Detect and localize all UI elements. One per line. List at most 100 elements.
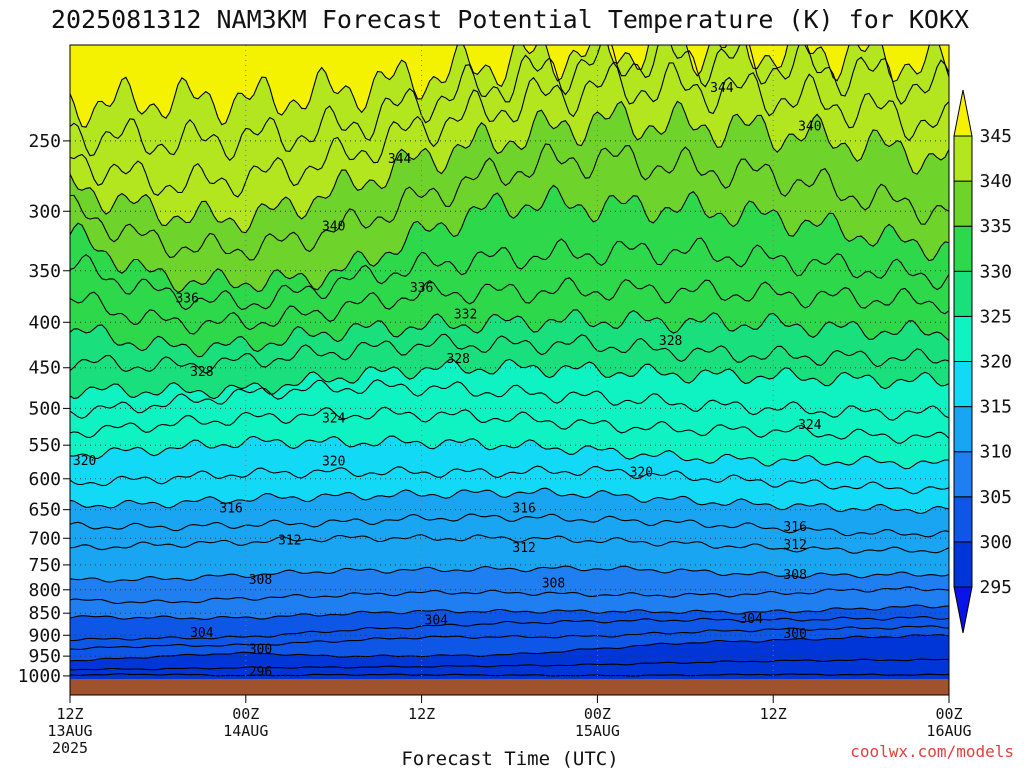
pressure-axis: 2503003504004505005506006507007508008509… — [18, 131, 70, 687]
contour-label: 320 — [73, 454, 96, 469]
colorbar-label: 325 — [979, 306, 1012, 327]
colorbar-swatch-330 — [953, 225, 973, 272]
x-tick-date: 13AUG — [47, 722, 92, 740]
contour-label: 328 — [446, 352, 469, 367]
contour-label: 328 — [190, 365, 213, 380]
isentrope-338 — [70, 143, 949, 261]
isentrope-314 — [70, 513, 949, 538]
contour-label: 344 — [710, 81, 734, 96]
contour-label: 340 — [798, 120, 821, 135]
isentrope-324 — [70, 379, 949, 421]
potential-temperature-fill-layer — [70, 45, 949, 679]
isentrope-330 — [70, 309, 949, 358]
colorbar-swatch-340 — [953, 135, 973, 182]
isentrope-310 — [70, 565, 949, 583]
contour-label: 312 — [278, 533, 301, 548]
contour-label: 308 — [783, 568, 806, 583]
isentrope-300 — [70, 634, 949, 662]
colorbar-label: 320 — [979, 352, 1012, 373]
y-tick-label: 900 — [28, 625, 61, 646]
colorbar-swatch-300 — [953, 496, 973, 543]
isentrope-306 — [70, 604, 949, 620]
contour-label: 324 — [322, 411, 346, 426]
colorbar-label: 300 — [979, 532, 1012, 553]
contour-label: 304 — [425, 613, 449, 628]
isentrope-336 — [70, 184, 949, 294]
y-tick-label: 800 — [28, 580, 61, 601]
isentrope-contour-layer — [70, 45, 949, 677]
colorbar-swatch-335 — [953, 180, 973, 227]
isentrope-312 — [70, 534, 949, 554]
x-tick-date: 16AUG — [926, 722, 971, 740]
isentrope-334 — [70, 237, 949, 311]
contour-label: 308 — [249, 573, 272, 588]
x-tick-label: 12Z — [408, 705, 435, 723]
x-tick-label: 00Z — [935, 705, 962, 723]
contour-label-layer: 344 344 340 340 336 336 332 328 328 328 324 324 320 3… — [73, 81, 822, 680]
contour-label: 304 — [739, 612, 763, 627]
x-tick-label: 12Z — [760, 705, 787, 723]
contour-label: 312 — [783, 538, 806, 553]
contour-label: 312 — [512, 541, 535, 556]
isentrope-302 — [70, 625, 949, 650]
isentrope-316 — [70, 487, 949, 515]
y-tick-label: 500 — [28, 398, 61, 419]
plot-frame — [69, 44, 950, 696]
contour-label: 336 — [175, 291, 198, 306]
colorbar-label: 340 — [979, 171, 1012, 192]
y-tick-label: 750 — [28, 555, 61, 576]
isentrope-298 — [70, 658, 949, 671]
y-tick-label: 400 — [28, 312, 61, 333]
y-tick-label: 1000 — [18, 666, 61, 687]
contour-label: 320 — [322, 455, 345, 470]
contour-label: 300 — [249, 643, 272, 658]
y-tick-label: 450 — [28, 358, 61, 379]
x-tick-label: 12Z — [56, 705, 83, 723]
chart-title: 2025081312 NAM3KM Forecast Potential Tem… — [51, 5, 969, 34]
y-tick-label: 250 — [28, 131, 61, 152]
isentrope-318 — [70, 465, 949, 495]
colorbar-label: 310 — [979, 442, 1012, 463]
contour-label: 340 — [322, 219, 345, 234]
colorbar-label: 305 — [979, 487, 1012, 508]
isentrope-340 — [70, 100, 949, 234]
x-tick-date: 15AUG — [575, 722, 620, 740]
x-tick-label: 00Z — [232, 705, 259, 723]
y-tick-label: 550 — [28, 435, 61, 456]
isentrope-326 — [70, 358, 949, 400]
isentrope-308 — [70, 586, 949, 605]
ground-surface-bar — [70, 679, 949, 695]
contour-label: 324 — [798, 418, 822, 433]
contour-label: 316 — [512, 501, 535, 516]
isentrope-346 — [70, 45, 949, 128]
colorbar-max-arrow — [953, 89, 973, 137]
contour-label: 332 — [454, 307, 477, 322]
isentrope-320 — [70, 435, 949, 470]
colorbar-label: 330 — [979, 261, 1012, 282]
x-tick-date: 14AUG — [223, 722, 268, 740]
y-tick-label: 950 — [28, 646, 61, 667]
x-axis-title: Forecast Time (UTC) — [401, 748, 618, 768]
isentrope-328 — [70, 333, 949, 374]
x-tick-year: 2025 — [52, 739, 88, 757]
isentrope-304 — [70, 616, 949, 642]
colorbar-swatch-320 — [953, 315, 973, 362]
contour-label: 320 — [630, 465, 653, 480]
contour-label: 328 — [659, 334, 682, 349]
y-tick-label: 850 — [28, 603, 61, 624]
isentrope-342 — [70, 61, 949, 198]
colorbar-label: 315 — [979, 397, 1012, 418]
colorbar-label: 295 — [979, 577, 1012, 598]
colorbar-swatch-310 — [953, 406, 973, 453]
contour-label: 296 — [249, 665, 272, 680]
colorbar-label: 335 — [979, 216, 1012, 237]
y-tick-label: 350 — [28, 261, 61, 282]
contour-label: 300 — [783, 627, 806, 642]
x-tick-label: 00Z — [584, 705, 611, 723]
isentrope-332 — [70, 277, 949, 335]
contour-label: 316 — [783, 520, 806, 535]
isentrope-344 — [70, 45, 949, 162]
credit-link[interactable]: coolwx.com/models — [850, 742, 1014, 761]
colorbar-swatch-295 — [953, 541, 973, 588]
